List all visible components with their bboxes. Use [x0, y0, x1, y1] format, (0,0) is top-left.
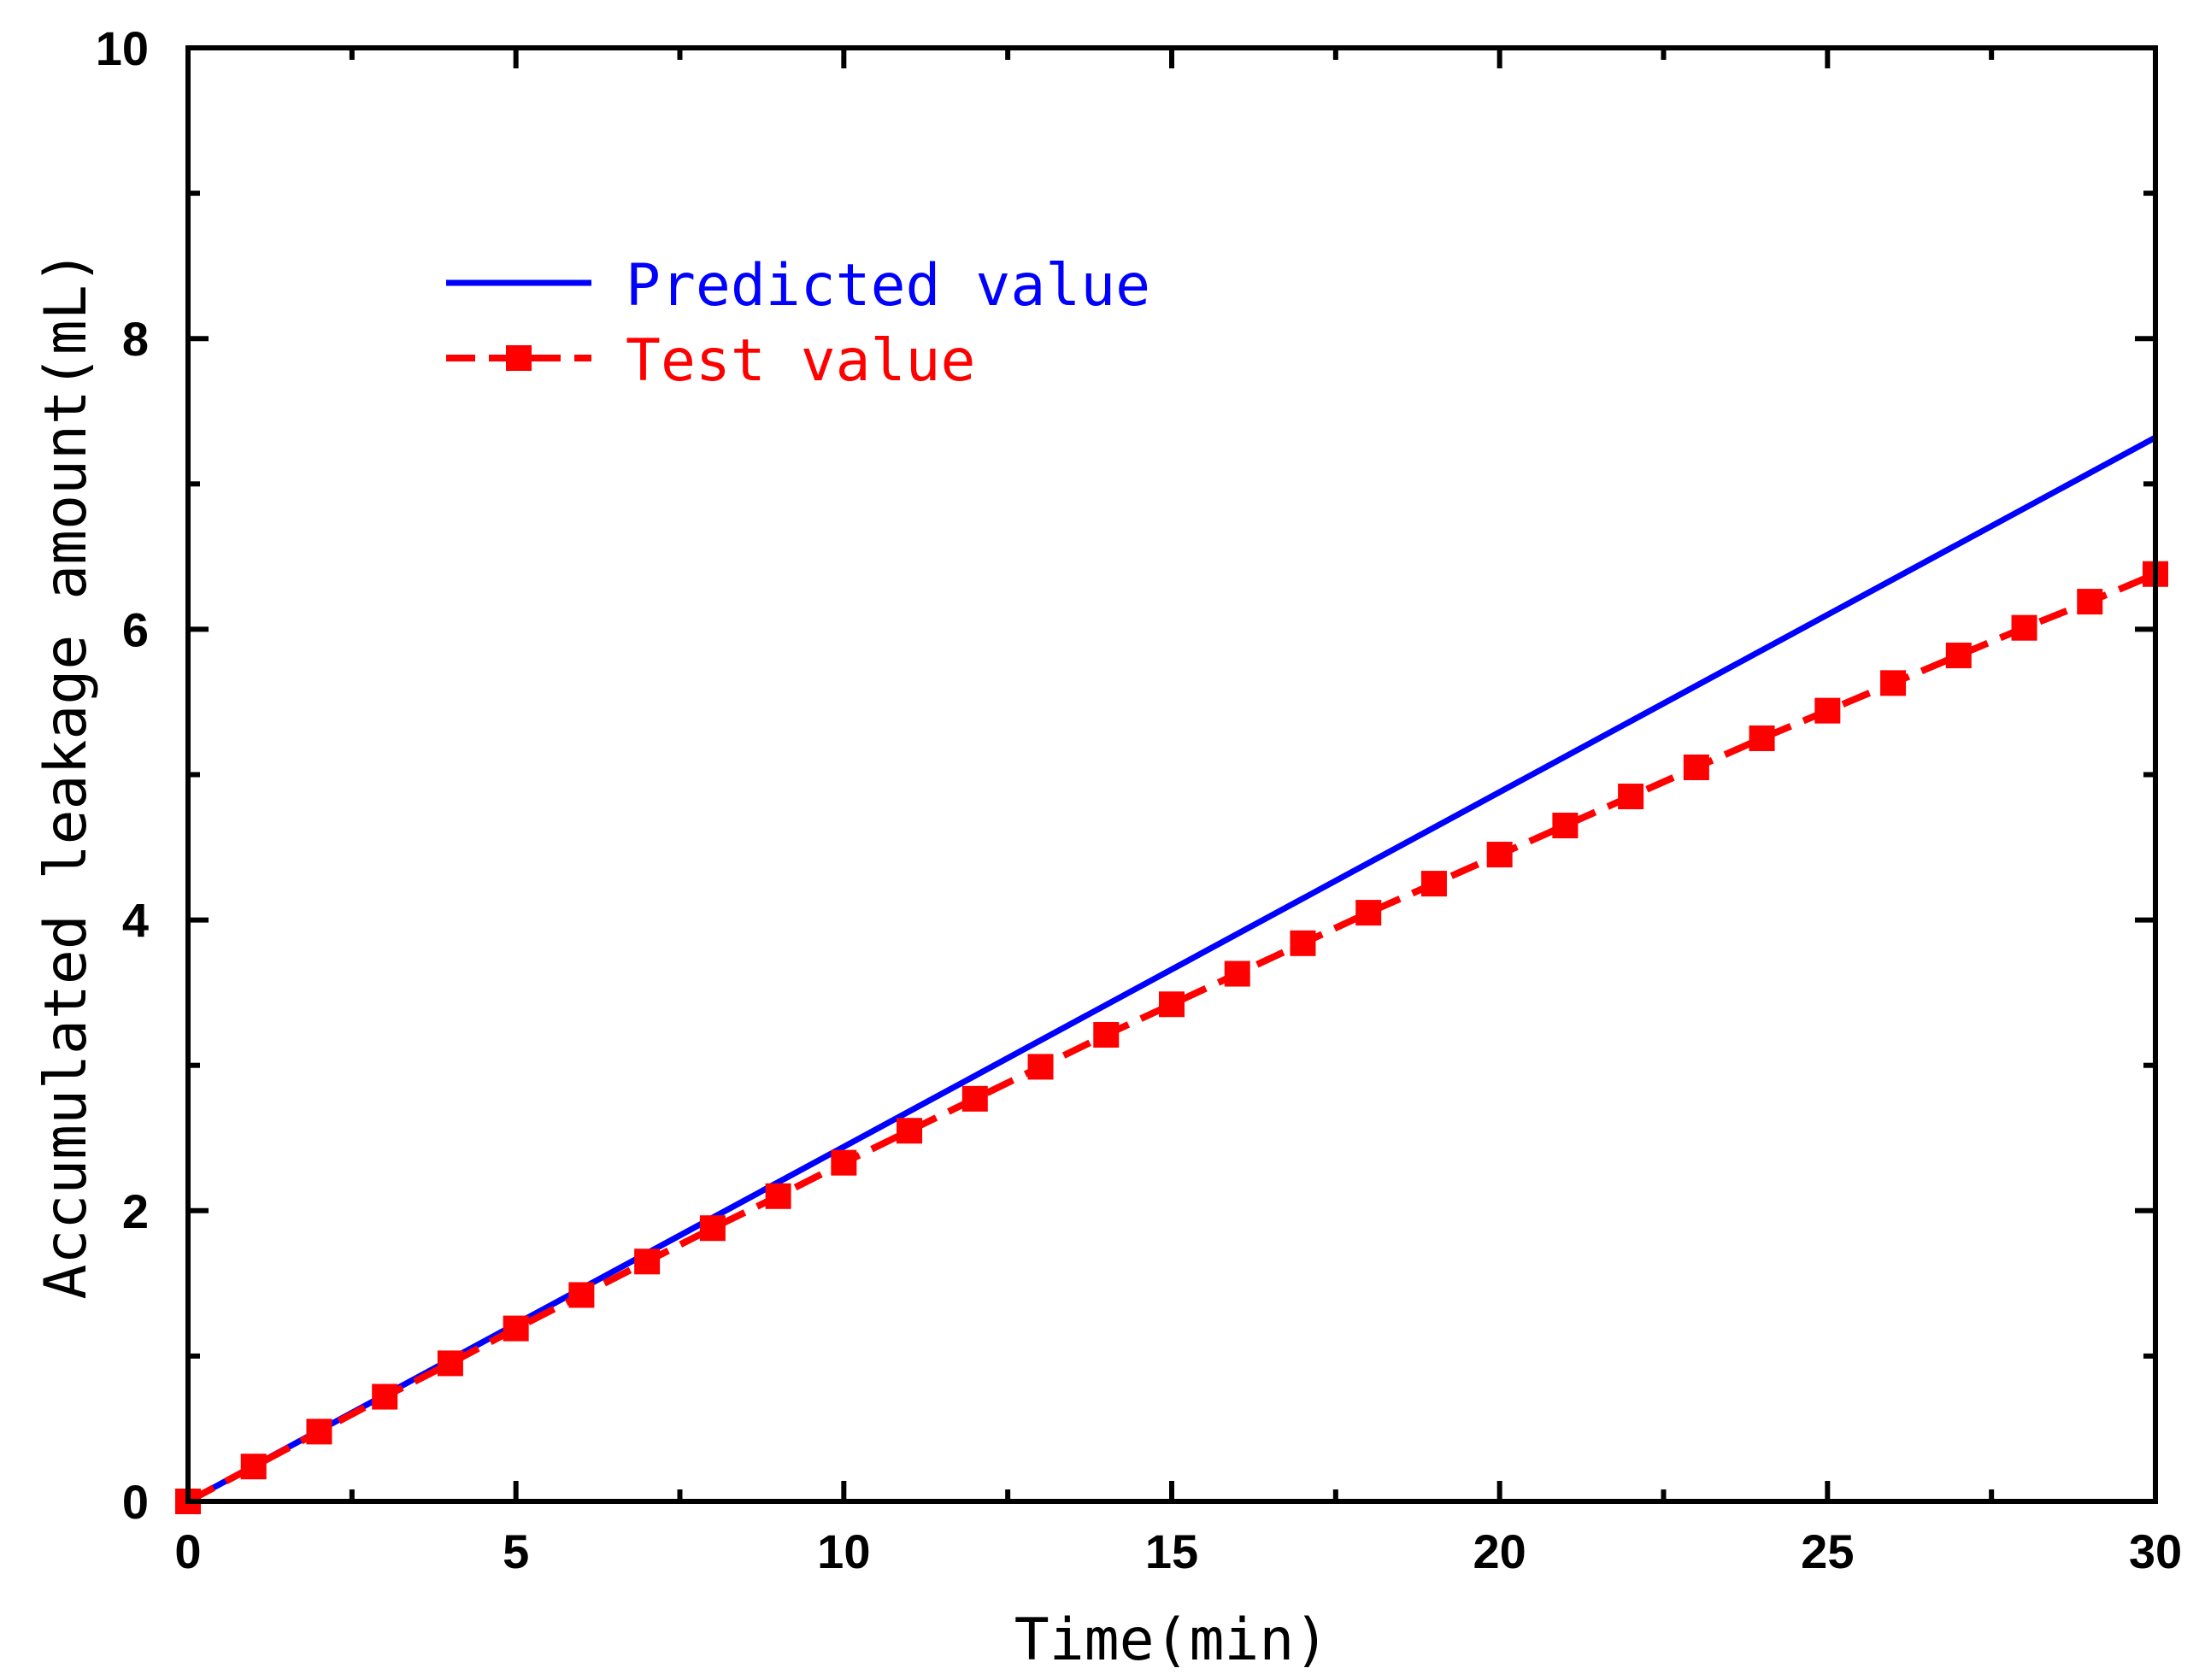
y-tick-label: 8 — [122, 312, 149, 366]
data-point — [1880, 670, 1907, 696]
x-tick-label: 10 — [817, 1524, 870, 1578]
data-point — [1420, 871, 1447, 897]
axis-tick-labels: 0 5 10 15 20 25 30 0 2 4 6 8 10 — [96, 21, 2182, 1578]
series-line-predicted — [186, 434, 2157, 1505]
data-point — [1224, 960, 1250, 987]
legend-label-predicted: Predicted value — [626, 252, 1150, 320]
data-point — [1355, 900, 1382, 926]
x-tick-label: 20 — [1473, 1524, 1526, 1578]
data-point — [372, 1383, 398, 1410]
data-point — [503, 1315, 529, 1342]
x-tick-label: 0 — [174, 1524, 201, 1578]
data-point — [699, 1215, 726, 1242]
data-point — [1290, 930, 1316, 956]
x-tick-label: 5 — [503, 1524, 529, 1578]
data-point — [1159, 991, 1185, 1018]
series-layer — [175, 434, 2168, 1514]
data-point — [2011, 614, 2037, 641]
y-tick-label: 4 — [122, 894, 149, 948]
data-point — [765, 1183, 791, 1209]
x-axis-label: Time(min) — [1014, 1607, 1329, 1674]
data-point — [1618, 784, 1644, 810]
data-point — [1749, 725, 1775, 751]
plot-frame — [185, 45, 2158, 1504]
legend: Predicted value Test value — [446, 252, 1150, 395]
x-tick-label: 25 — [1801, 1524, 1854, 1578]
data-point — [831, 1149, 857, 1176]
data-point — [1027, 1054, 1054, 1080]
x-tick-label: 15 — [1145, 1524, 1198, 1578]
data-point — [634, 1248, 661, 1275]
y-tick-label: 2 — [122, 1184, 149, 1238]
data-point — [568, 1282, 595, 1308]
data-point — [1814, 697, 1841, 724]
x-tick-label: 30 — [2129, 1524, 2182, 1578]
y-axis-label: Accumulated leakage amount(mL) — [32, 250, 100, 1299]
data-point — [961, 1085, 988, 1112]
series-line-test — [186, 571, 2157, 1505]
legend-label-test: Test value — [626, 327, 975, 395]
data-point — [240, 1454, 267, 1480]
data-point — [1486, 842, 1513, 868]
axis-ticks — [185, 45, 2158, 1504]
data-point — [1093, 1021, 1120, 1048]
data-point — [437, 1350, 463, 1377]
data-point — [1552, 813, 1579, 839]
data-point — [897, 1118, 923, 1144]
data-point — [306, 1419, 332, 1445]
data-point — [1945, 643, 1972, 669]
y-tick-label: 0 — [122, 1475, 149, 1529]
legend-marker-test — [506, 345, 532, 371]
y-tick-label: 6 — [122, 602, 149, 656]
data-point — [1683, 754, 1709, 780]
y-tick-label: 10 — [96, 21, 149, 75]
data-point — [2077, 589, 2103, 615]
